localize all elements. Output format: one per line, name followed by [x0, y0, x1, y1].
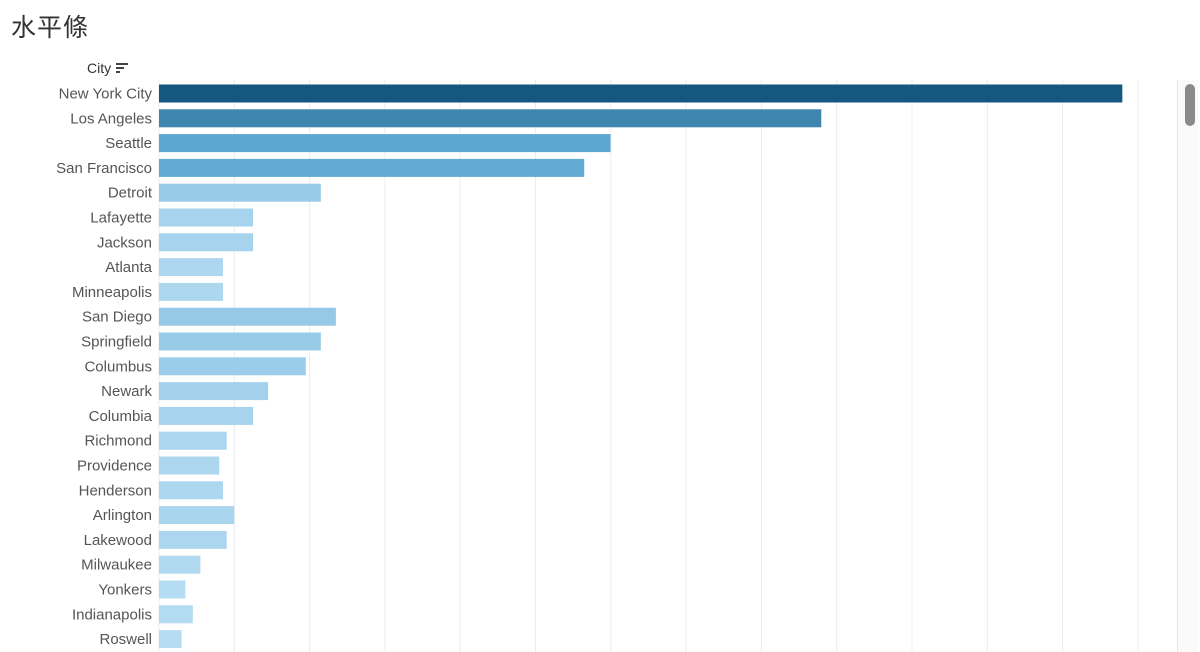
bar-chart: New York City Los Angeles Seattle San Franc… [56, 80, 1139, 652]
bar[interactable] [159, 555, 201, 574]
category-label[interactable]: Minneapolis [72, 284, 152, 301]
category-label[interactable]: San Francisco [56, 160, 152, 177]
bar[interactable] [159, 481, 223, 500]
bar[interactable] [159, 282, 223, 301]
bar[interactable] [159, 109, 822, 128]
scrollbar-thumb[interactable] [1185, 84, 1195, 126]
bars [159, 84, 1123, 649]
bar[interactable] [159, 580, 186, 599]
bar[interactable] [159, 258, 223, 277]
bar[interactable] [159, 208, 254, 227]
category-label[interactable]: Providence [77, 458, 152, 475]
bar[interactable] [159, 605, 193, 624]
bar[interactable] [159, 183, 321, 202]
category-label[interactable]: Seattle [105, 135, 152, 152]
field-header-label: City [87, 60, 112, 76]
bar[interactable] [159, 431, 227, 450]
category-label[interactable]: Jackson [97, 234, 152, 251]
category-label[interactable]: Richmond [84, 433, 152, 450]
bar[interactable] [159, 382, 269, 401]
category-label[interactable]: New York City [59, 86, 153, 103]
gridlines [158, 80, 1139, 652]
bar[interactable] [159, 357, 306, 376]
category-label[interactable]: Arlington [93, 507, 152, 524]
category-labels: New York City Los Angeles Seattle San Franc… [56, 86, 153, 649]
city-field-header[interactable]: City [87, 60, 129, 76]
category-label[interactable]: Detroit [108, 185, 153, 202]
bar[interactable] [159, 158, 585, 177]
category-label[interactable]: Lakewood [84, 532, 152, 549]
category-label[interactable]: Henderson [79, 482, 152, 499]
bar[interactable] [159, 630, 182, 649]
sort-descending-icon[interactable] [115, 62, 129, 74]
vertical-scrollbar[interactable] [1177, 80, 1198, 652]
bar[interactable] [159, 332, 321, 351]
category-label[interactable]: Newark [101, 383, 152, 400]
category-label[interactable]: Springfield [81, 334, 152, 351]
category-label[interactable]: Atlanta [105, 259, 152, 276]
bar[interactable] [159, 530, 227, 549]
category-label[interactable]: Milwaukee [81, 557, 152, 574]
chart-title: 水平條 [11, 13, 90, 42]
category-label[interactable]: San Diego [82, 309, 152, 326]
category-label[interactable]: Yonkers [98, 582, 152, 599]
bar[interactable] [159, 307, 336, 326]
bar[interactable] [159, 506, 235, 525]
category-label[interactable]: Columbia [89, 408, 153, 425]
bar[interactable] [159, 406, 254, 425]
category-label[interactable]: Roswell [99, 631, 152, 648]
bar[interactable] [159, 233, 254, 252]
category-label[interactable]: Columbus [84, 358, 152, 375]
category-label[interactable]: Indianapolis [72, 606, 152, 623]
bar[interactable] [159, 84, 1123, 103]
category-label[interactable]: Los Angeles [70, 110, 152, 127]
category-label[interactable]: Lafayette [90, 210, 152, 227]
bar[interactable] [159, 134, 611, 153]
bar[interactable] [159, 456, 220, 475]
